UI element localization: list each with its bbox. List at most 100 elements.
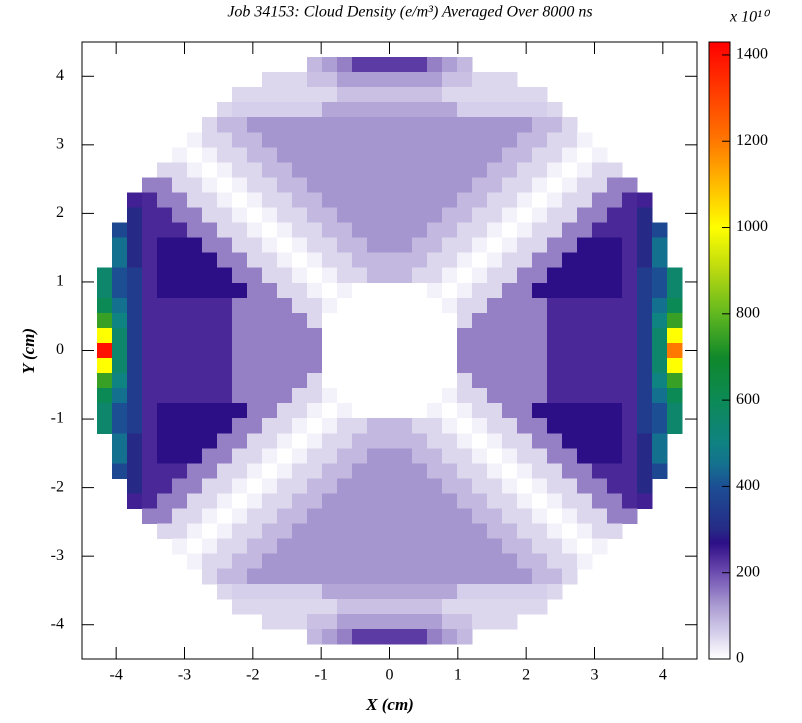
heatmap-cell — [442, 433, 458, 449]
heatmap-cell — [427, 373, 443, 389]
y-tick-label: -4 — [51, 615, 64, 632]
heatmap-cell — [457, 222, 473, 239]
heatmap-cell — [457, 433, 473, 449]
heatmap-cell — [292, 418, 308, 434]
heatmap-cell — [277, 358, 293, 374]
heatmap-cell — [442, 117, 458, 133]
heatmap-cell — [292, 388, 308, 404]
x-tick-label: -3 — [178, 667, 191, 684]
heatmap-cell — [502, 508, 518, 525]
heatmap-cell — [277, 222, 293, 239]
heatmap-cell — [262, 162, 278, 179]
heatmap-cell — [322, 523, 338, 540]
heatmap-cell — [547, 553, 563, 570]
heatmap-cell — [322, 192, 338, 209]
heatmap-cell — [607, 373, 623, 389]
heatmap-cell — [577, 538, 593, 555]
heatmap-cell — [247, 568, 263, 585]
heatmap-cell — [457, 177, 473, 194]
heatmap-cell — [502, 222, 518, 239]
heatmap-cell — [292, 568, 308, 585]
heatmap-cell — [667, 297, 683, 314]
heatmap-cell — [337, 177, 353, 194]
heatmap-cell — [322, 297, 338, 314]
ticks: -4 -3 -2 -1 0 1 2 3 4 -4 -3 -2 -1 0 1 2 3 4 0 200 400 600 800 1… — [51, 42, 768, 684]
heatmap-cell — [637, 312, 653, 329]
heatmap-cell — [187, 553, 203, 570]
heatmap-cell — [622, 403, 638, 419]
heatmap-cell — [397, 373, 413, 389]
heatmap-cell — [427, 297, 443, 314]
heatmap-cell — [262, 327, 278, 344]
heatmap-cell — [472, 117, 488, 133]
heatmap-cell — [337, 403, 353, 419]
heatmap-cell — [487, 207, 503, 224]
heatmap-cell — [472, 297, 488, 314]
heatmap-cell — [172, 418, 188, 434]
heatmap-cell — [97, 373, 113, 389]
heatmap-cell — [637, 388, 653, 404]
heatmap-cell — [577, 192, 593, 209]
heatmap-cell — [307, 448, 323, 464]
heatmap-cell — [127, 418, 143, 434]
heatmap-cell — [532, 418, 548, 434]
heatmap-cell — [142, 418, 158, 434]
heatmap-cell — [232, 147, 248, 163]
heatmap-cell — [622, 252, 638, 269]
heatmap-cell — [547, 403, 563, 419]
heatmap-cell — [277, 523, 293, 540]
heatmap-cell — [532, 237, 548, 254]
heatmap-cell — [517, 102, 533, 118]
heatmap-cell — [262, 117, 278, 133]
heatmap-cell — [637, 192, 653, 209]
heatmap-cell — [472, 358, 488, 374]
heatmap-cell — [202, 312, 218, 329]
heatmap-cell — [412, 162, 428, 179]
heatmap-cell — [397, 463, 413, 480]
heatmap-cell — [547, 162, 563, 179]
heatmap-cell — [262, 207, 278, 224]
heatmap-cell — [547, 282, 563, 299]
heatmap-cell — [157, 448, 173, 464]
heatmap-cell — [547, 312, 563, 329]
heatmap-cell — [502, 448, 518, 464]
heatmap-cell — [607, 192, 623, 209]
heatmap-cell — [427, 553, 443, 570]
heatmap-cell — [412, 418, 428, 434]
heatmap-cell — [232, 388, 248, 404]
heatmap-cell — [487, 418, 503, 434]
heatmap-cell — [217, 358, 233, 374]
heatmap-cell — [352, 207, 368, 224]
heatmap-cell — [262, 177, 278, 194]
heatmap-cell — [607, 448, 623, 464]
heatmap-cell — [307, 418, 323, 434]
heatmap-cell — [247, 553, 263, 570]
heatmap-cell — [487, 373, 503, 389]
heatmap-cell — [517, 493, 533, 510]
heatmap-cell — [517, 342, 533, 359]
heatmap-cell — [562, 373, 578, 389]
heatmap-cell — [322, 267, 338, 284]
heatmap-cell — [517, 237, 533, 254]
heatmap-cell — [427, 463, 443, 480]
heatmap-cell — [442, 222, 458, 239]
heatmap-cell — [127, 358, 143, 374]
heatmap-cell — [652, 403, 668, 419]
heatmap-cell — [517, 297, 533, 314]
heatmap-cell — [442, 327, 458, 344]
heatmap-cell — [307, 493, 323, 510]
heatmap-cell — [382, 282, 398, 299]
heatmap-cell — [292, 132, 308, 148]
heatmap-cell — [412, 207, 428, 224]
heatmap-cell — [382, 448, 398, 464]
heatmap-cell — [232, 87, 248, 103]
heatmap-cell — [112, 463, 128, 480]
z-tick-label: 600 — [736, 391, 760, 408]
heatmap-cell — [232, 222, 248, 239]
heatmap-cell — [187, 538, 203, 555]
heatmap-cell — [277, 327, 293, 344]
heatmap-cell — [637, 327, 653, 344]
heatmap-cell — [472, 342, 488, 359]
heatmap-cell — [217, 538, 233, 555]
heatmap-cell — [187, 282, 203, 299]
